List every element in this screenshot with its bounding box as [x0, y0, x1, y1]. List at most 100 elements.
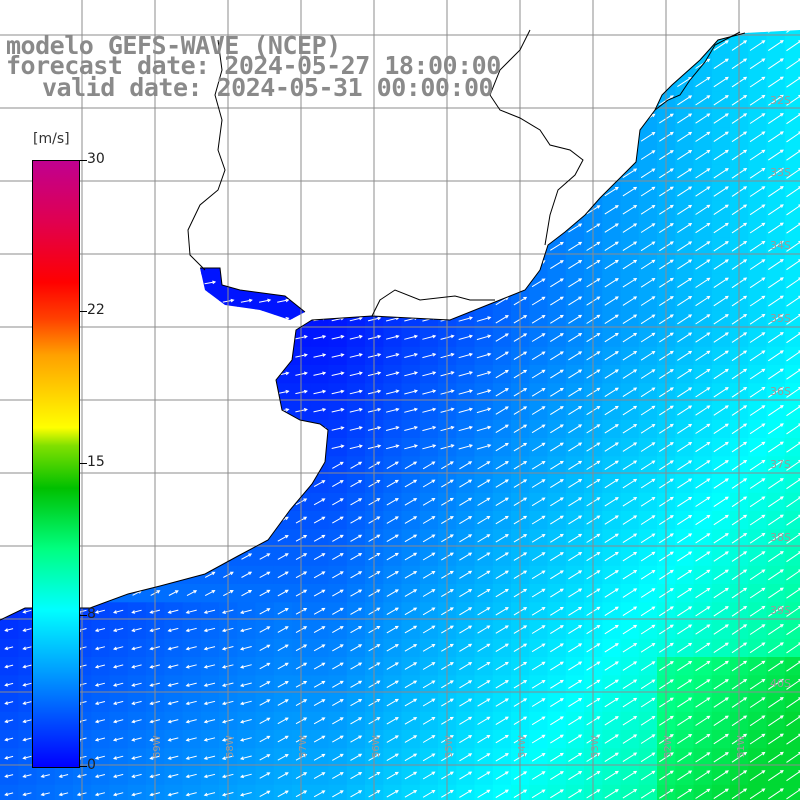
- wind-arrow: [749, 167, 766, 179]
- wind-arrow: [458, 206, 473, 213]
- wind-arrow: [186, 462, 198, 469]
- wind-arrow: [313, 353, 327, 358]
- wind-arrow: [5, 116, 15, 121]
- wind-arrow: [386, 644, 399, 652]
- wind-arrow: [132, 207, 143, 212]
- wind-arrow: [331, 115, 345, 121]
- wind-arrow: [259, 735, 271, 743]
- wind-arrow: [713, 76, 729, 88]
- wind-arrow: [768, 58, 784, 70]
- wind-arrow: [568, 679, 583, 689]
- wind-arrow: [677, 624, 693, 635]
- wind-arrow: [23, 572, 33, 578]
- wind-arrow: [95, 317, 107, 321]
- wind-arrow: [332, 461, 344, 469]
- lon-label-59W: 59W: [152, 735, 163, 758]
- wind-arrow: [749, 368, 766, 380]
- wind-arrow: [422, 625, 436, 634]
- lat-label-32S: 32S: [770, 94, 791, 107]
- wind-arrow: [95, 225, 107, 230]
- wind-arrow: [131, 737, 142, 742]
- wind-arrow: [386, 571, 399, 579]
- wind-arrow: [422, 261, 437, 267]
- wind-arrow: [568, 59, 583, 69]
- wind-arrow: [568, 497, 583, 507]
- wind-arrow: [404, 717, 418, 725]
- wind-arrow: [550, 333, 564, 343]
- wind-arrow: [204, 134, 217, 139]
- wind-arrow: [459, 534, 473, 543]
- wind-arrow: [350, 516, 363, 524]
- wind-arrow: [203, 609, 216, 614]
- wind-arrow: [113, 390, 125, 394]
- wind-arrow: [404, 444, 419, 450]
- wind-arrow: [204, 571, 216, 578]
- wind-arrow: [749, 697, 766, 708]
- wind-arrow: [404, 516, 418, 524]
- wind-arrow: [204, 390, 217, 394]
- wind-arrow: [277, 735, 289, 743]
- wind-arrow: [114, 590, 124, 596]
- wind-arrow: [495, 187, 509, 196]
- wind-arrow: [749, 405, 766, 416]
- wind-arrow: [132, 462, 143, 469]
- wind-arrow: [313, 116, 327, 121]
- wind-arrow: [604, 734, 619, 744]
- wind-arrow: [531, 95, 546, 105]
- wind-arrow: [640, 752, 656, 763]
- wind-arrow: [713, 496, 729, 508]
- wind-arrow: [786, 76, 800, 88]
- wind-arrow: [349, 353, 363, 358]
- wind-arrow: [112, 627, 124, 632]
- wind-arrow: [768, 715, 784, 727]
- wind-arrow: [313, 389, 327, 395]
- wind-arrow: [495, 625, 509, 634]
- wind-arrow: [277, 589, 289, 597]
- wind-arrow: [677, 58, 693, 69]
- wind-arrow: [640, 606, 656, 617]
- wind-arrow: [186, 517, 198, 524]
- wind-arrow: [786, 733, 800, 745]
- wind-arrow: [550, 95, 564, 105]
- wind-arrow: [422, 552, 436, 561]
- wind-arrow: [404, 698, 418, 707]
- wind-arrow: [622, 624, 638, 635]
- wind-arrow: [186, 134, 198, 139]
- wind-arrow: [168, 7, 178, 10]
- wind-arrow: [131, 700, 142, 706]
- wind-arrow: [95, 408, 107, 413]
- wind-arrow: [203, 646, 216, 651]
- wind-arrow: [404, 407, 419, 413]
- wind-arrow: [550, 5, 563, 13]
- wind-arrow: [749, 587, 766, 599]
- wind-arrow: [350, 662, 363, 670]
- wind-arrow: [259, 426, 272, 431]
- wind-arrow: [386, 589, 399, 597]
- wind-arrow: [5, 372, 15, 376]
- wind-arrow: [677, 314, 693, 325]
- wind-arrow: [313, 243, 327, 249]
- wind-arrow: [641, 5, 655, 14]
- wind-arrow: [114, 553, 124, 560]
- wind-arrow: [259, 371, 272, 376]
- wind-arrow: [622, 314, 638, 325]
- wind-arrow: [677, 533, 693, 544]
- wind-arrow: [568, 260, 583, 270]
- wind-arrow: [422, 479, 436, 488]
- wind-arrow: [768, 149, 784, 161]
- wind-arrow: [386, 479, 399, 488]
- wind-arrow: [550, 387, 564, 397]
- wind-arrow: [23, 98, 33, 103]
- wind-arrow: [749, 751, 766, 763]
- wind-arrow: [786, 478, 800, 490]
- wind-arrow: [240, 116, 253, 121]
- wind-arrow: [313, 772, 326, 780]
- wind-arrow: [349, 152, 363, 158]
- colorbar-unit: [m/s]: [33, 131, 70, 147]
- wind-arrow: [113, 116, 125, 121]
- wind-arrow: [458, 279, 473, 286]
- wind-arrow: [568, 369, 583, 379]
- wind-arrow: [314, 7, 326, 10]
- wind-arrow: [568, 114, 583, 124]
- wind-arrow: [313, 571, 326, 579]
